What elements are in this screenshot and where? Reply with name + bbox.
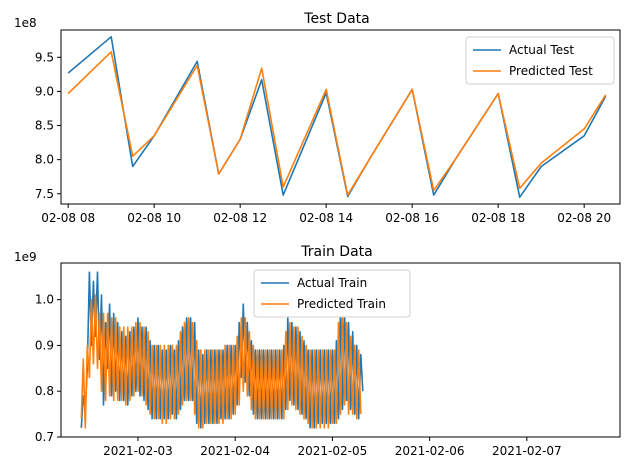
y-tick-label: 8.0 — [35, 153, 54, 167]
x-tick-label: 02-08 10 — [127, 211, 181, 225]
chart-title: Test Data — [303, 11, 369, 27]
series-group — [80, 271, 364, 429]
x-tick-label: 02-08 20 — [557, 211, 611, 225]
y-ticks: 0.7 0.8 0.9 1.0 — [35, 293, 61, 444]
x-tick-label: 2021-02-07 — [492, 444, 562, 458]
legend: Actual Train Predicted Train — [253, 269, 411, 318]
x-tick-label: 02-08 18 — [471, 211, 525, 225]
legend-label: Actual Train — [297, 276, 367, 290]
test-data-chart: Test Data 1e8 7.58.08.59.09.5 02-08 08 02… — [14, 11, 621, 225]
x-tick-label: 02-08 08 — [41, 211, 95, 225]
x-tick-label: 02-08 12 — [213, 211, 267, 225]
y-offset-label: 1e9 — [14, 250, 37, 264]
y-ticks: 7.5 8.0 8.5 9.0 9.5 — [35, 50, 61, 201]
x-ticks: 02-08 08 02-08 10 02-08 12 02-08 14 02-08 16… — [41, 204, 611, 225]
plot-area — [60, 262, 621, 438]
y-tick-label: 8.5 — [35, 119, 54, 133]
legend-label: Predicted Test — [509, 64, 593, 78]
legend-label: Actual Test — [509, 43, 574, 57]
train-data-chart: Train Data 1e9 0.70.80.91.0 2021-02-03 20… — [14, 244, 621, 458]
chart-title: Train Data — [300, 244, 372, 260]
x-ticks: 2021-02-03 2021-02-04 2021-02-05 2021-02-06… — [103, 437, 562, 458]
y-offset-label: 1e8 — [14, 16, 37, 30]
x-tick-label: 2021-02-05 — [298, 444, 368, 458]
plot-area — [60, 29, 621, 205]
x-tick-label: 2021-02-03 — [103, 444, 173, 458]
legend-label: Predicted Train — [297, 297, 386, 311]
x-tick-label: 02-08 14 — [299, 211, 353, 225]
legend-box — [253, 269, 411, 318]
y-tick-label: 0.7 — [35, 430, 54, 444]
y-tick-label: 7.5 — [35, 187, 54, 201]
x-tick-label: 02-08 16 — [385, 211, 439, 225]
legend: Actual Test Predicted Test — [465, 36, 615, 85]
series-group — [67, 35, 607, 198]
y-tick-label: 0.9 — [35, 338, 54, 352]
y-tick-label: 9.5 — [35, 50, 54, 64]
y-tick-label: 1.0 — [35, 293, 54, 307]
y-tick-label: 0.8 — [35, 384, 54, 398]
x-tick-label: 2021-02-04 — [200, 444, 270, 458]
x-tick-label: 2021-02-06 — [395, 444, 465, 458]
y-tick-label: 9.0 — [35, 84, 54, 98]
legend-box — [465, 36, 615, 85]
series-line-1 — [80, 294, 362, 429]
series-line-1 — [67, 50, 607, 196]
